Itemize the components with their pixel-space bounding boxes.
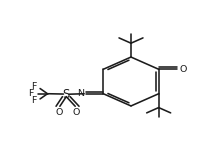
- Text: O: O: [72, 108, 80, 117]
- Text: N: N: [77, 89, 84, 98]
- Text: F: F: [31, 82, 37, 91]
- Text: S: S: [63, 88, 70, 101]
- Text: O: O: [180, 65, 187, 74]
- Text: F: F: [29, 89, 34, 98]
- Text: O: O: [55, 108, 63, 117]
- Text: F: F: [31, 96, 37, 105]
